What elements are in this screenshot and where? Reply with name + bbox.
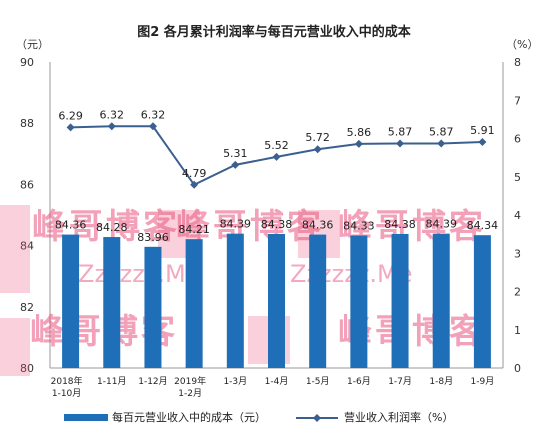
bar-value-label: 84.39 [220, 218, 252, 231]
line-point [354, 139, 363, 148]
line-value-label: 6.29 [58, 109, 83, 122]
right-tick-label: 0 [514, 362, 521, 375]
right-tick-label: 8 [514, 56, 521, 69]
bar [309, 234, 327, 368]
legend-bar-label: 每百元营业收入中的成本（元） [112, 410, 266, 424]
line-point [313, 145, 322, 154]
bar-value-label: 84.39 [425, 218, 457, 231]
line-value-label: 5.72 [305, 131, 330, 144]
right-tick-label: 5 [514, 171, 521, 184]
bar [350, 235, 368, 368]
bar-value-label: 84.34 [467, 219, 499, 232]
right-tick-label: 7 [514, 94, 521, 107]
right-tick-label: 1 [514, 324, 521, 337]
x-tick-label: 2018年 [51, 375, 83, 387]
bar [62, 234, 80, 368]
line-value-label: 5.31 [223, 147, 248, 160]
line-value-label: 5.87 [429, 125, 454, 138]
watermark-text-en: Zzzzzz.Me [78, 260, 201, 288]
line-point [148, 122, 157, 131]
line-value-label: 5.52 [264, 139, 289, 152]
left-tick-label: 90 [20, 56, 34, 69]
bar-value-label: 84.21 [178, 223, 210, 236]
line-point [66, 123, 75, 132]
watermark-block [0, 205, 30, 293]
left-tick-label: 80 [20, 362, 34, 375]
x-tick-label: 1-5月 [306, 376, 330, 387]
line-value-label: 5.91 [470, 124, 495, 137]
line-value-label: 5.86 [347, 126, 372, 139]
line-value-label: 6.32 [141, 108, 166, 121]
line-value-label: 6.32 [100, 108, 125, 121]
x-tick-label: 2019年 [174, 375, 206, 387]
line-point [396, 139, 405, 148]
line-point [231, 160, 240, 169]
right-axis-unit: （%） [506, 38, 538, 51]
x-tick-label: 1-12月 [138, 376, 167, 387]
x-tick-label: 1-9月 [471, 376, 495, 387]
bar [144, 246, 162, 368]
x-tick-label: 1-11月 [97, 376, 126, 387]
line-value-label: 4.79 [182, 167, 207, 180]
left-axis-unit: （元） [16, 38, 49, 51]
x-tick-label: 1-3月 [223, 376, 247, 387]
legend-line-label: 营业收入利润率（%） [344, 410, 453, 424]
bar-value-label: 83.96 [137, 231, 169, 244]
left-tick-label: 82 [20, 301, 34, 314]
right-tick-label: 3 [514, 247, 521, 260]
left-tick-label: 84 [20, 240, 34, 253]
x-tick-label: 1-8月 [429, 376, 453, 387]
left-tick-label: 86 [20, 178, 34, 191]
bar [432, 233, 450, 368]
legend-line-marker [313, 414, 321, 422]
watermark-block [0, 318, 30, 376]
bar-value-label: 84.33 [343, 220, 375, 233]
right-tick-label: 6 [514, 133, 521, 146]
bar [185, 239, 203, 368]
legend-bar-swatch [64, 414, 108, 421]
line-point [478, 137, 487, 146]
bar-value-label: 84.38 [261, 218, 293, 231]
bar [391, 233, 409, 368]
line-point [437, 139, 446, 148]
x-tick-label: 1-6月 [347, 376, 371, 387]
right-tick-label: 2 [514, 286, 521, 299]
bar [226, 233, 244, 368]
bar-value-label: 84.36 [55, 219, 87, 232]
bar [268, 233, 285, 368]
bar-value-label: 84.28 [96, 221, 128, 234]
bar-value-label: 84.36 [302, 219, 334, 232]
x-tick-label: 1-7月 [388, 376, 412, 387]
line-value-label: 5.87 [388, 125, 413, 138]
x-tick-label: 1-4月 [265, 376, 289, 387]
right-tick-label: 4 [514, 209, 521, 222]
line-point [107, 122, 116, 131]
x-tick-label: 1-10月 [52, 388, 81, 399]
line-point [190, 180, 199, 189]
bar-value-label: 84.38 [384, 218, 416, 231]
left-tick-label: 88 [20, 117, 34, 130]
line-point [272, 152, 281, 161]
bar [103, 237, 121, 368]
chart-title: 图2 各月累计利润率与每百元营业收入中的成本 [137, 24, 411, 40]
x-tick-label: 1-2月 [178, 388, 202, 399]
bar [473, 235, 491, 368]
